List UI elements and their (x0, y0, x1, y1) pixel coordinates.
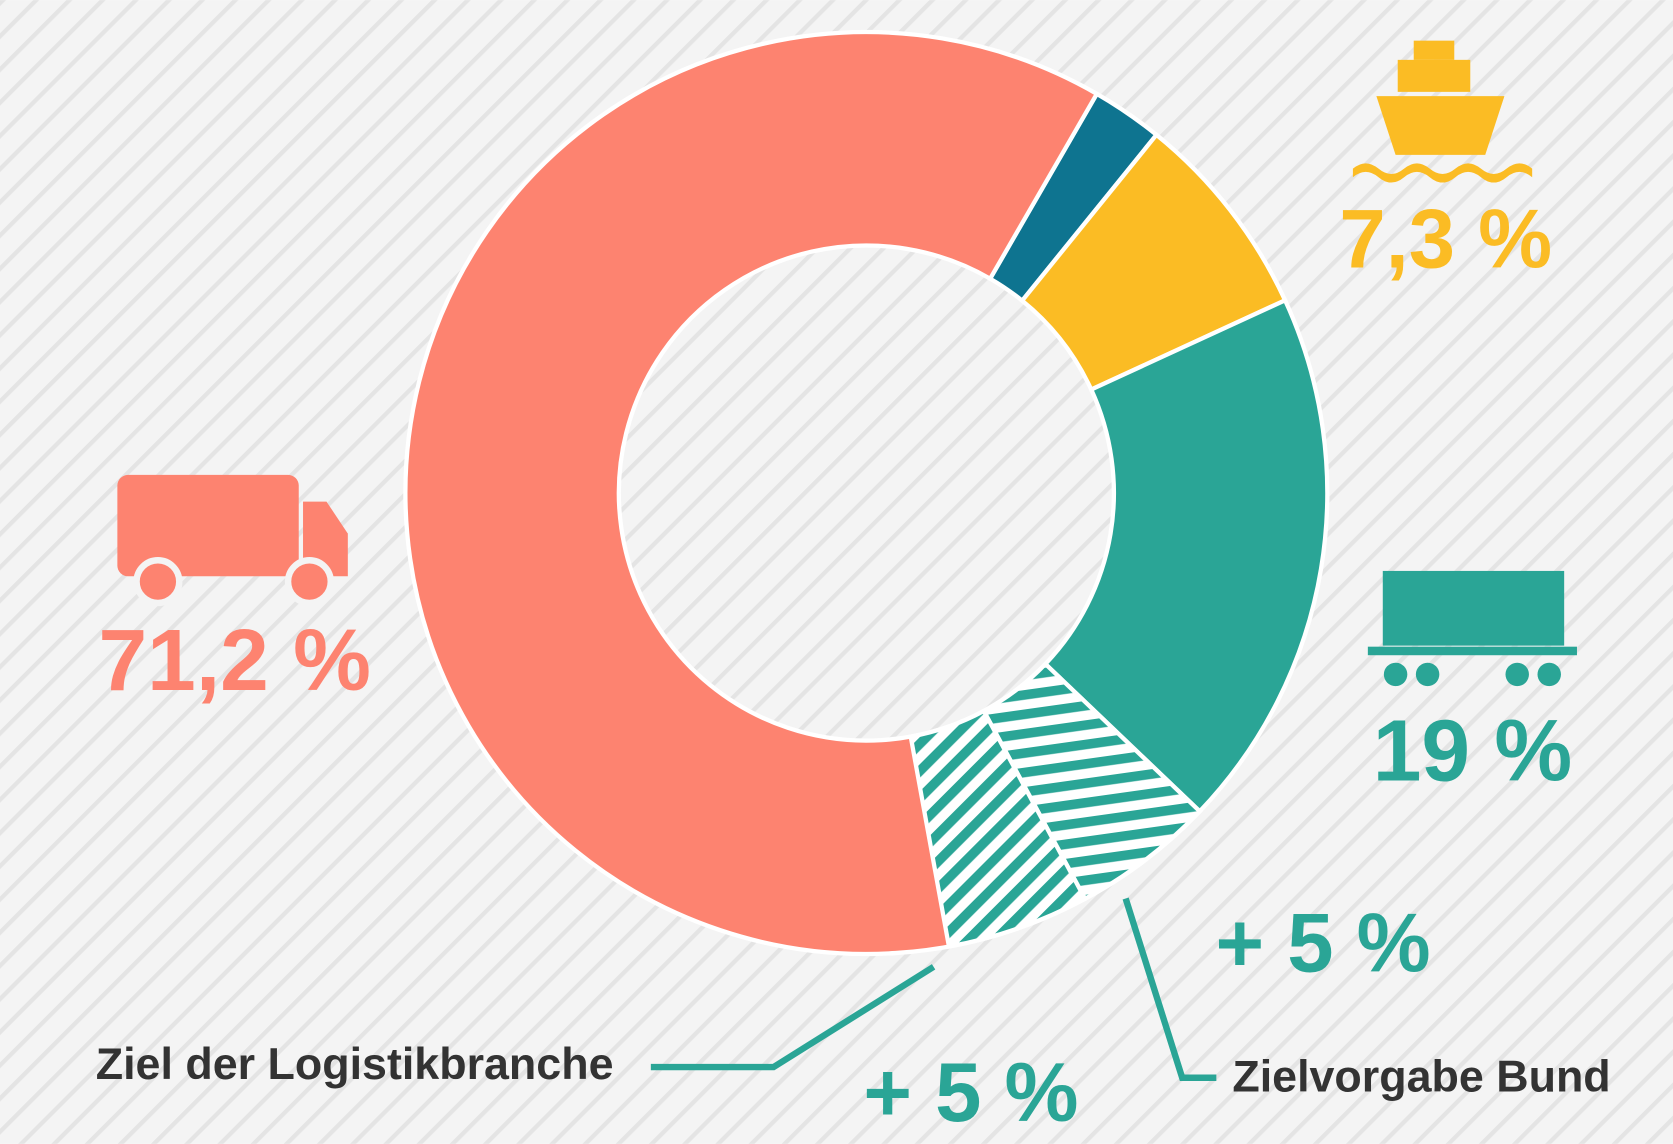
value-label: 7,3 % (1339, 192, 1552, 285)
leader-lines (650, 897, 1217, 1081)
truck-icon (117, 474, 348, 607)
donut (403, 30, 1330, 957)
value-label: 71,2 % (99, 611, 371, 709)
goal-segment (908, 708, 1088, 949)
ship-icon (1352, 40, 1533, 183)
train-icon (1367, 570, 1577, 687)
goal-name: Zielvorgabe Bund (1232, 1052, 1610, 1102)
goal-label: + 5 % (1215, 897, 1430, 990)
goal-name: Ziel der Logistikbranche (96, 1039, 614, 1089)
goal-label: + 5 % (863, 1046, 1078, 1139)
donut-segment (1042, 297, 1330, 815)
value-label: 19 % (1373, 702, 1572, 800)
